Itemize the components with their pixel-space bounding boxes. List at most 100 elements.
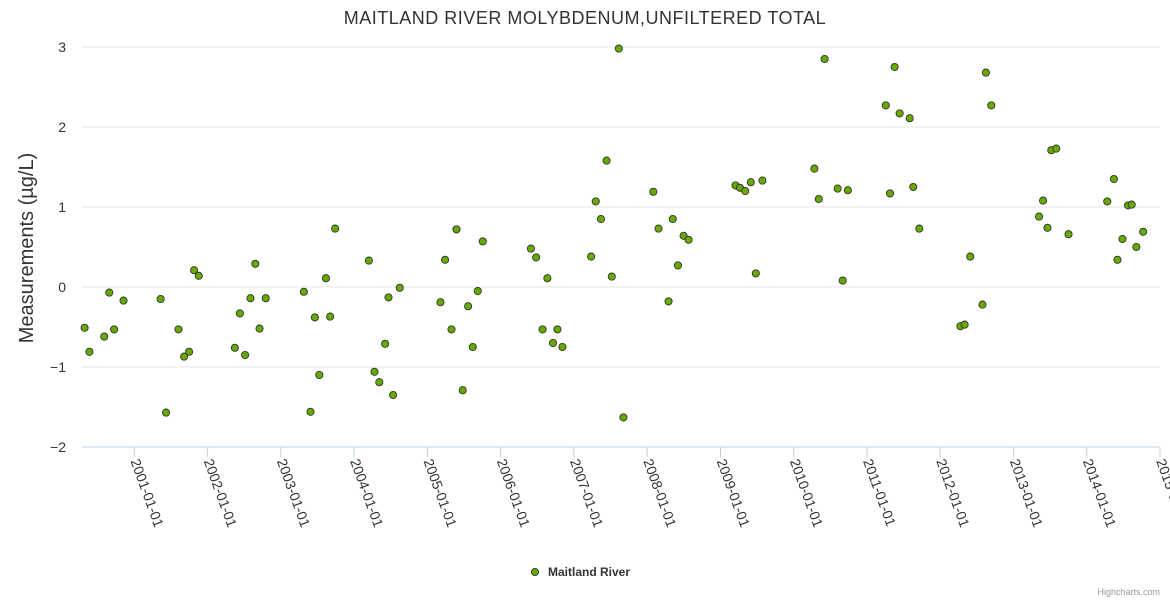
data-point[interactable] — [1109, 174, 1118, 184]
data-point[interactable] — [326, 312, 335, 321]
data-point[interactable] — [966, 252, 975, 261]
data-point[interactable] — [261, 294, 270, 303]
data-point[interactable] — [1113, 255, 1122, 264]
data-point[interactable] — [1064, 230, 1073, 239]
data-point[interactable] — [987, 101, 996, 110]
data-point[interactable] — [441, 255, 450, 264]
data-point[interactable] — [100, 332, 109, 341]
data-point[interactable] — [810, 164, 819, 173]
data-point[interactable] — [436, 298, 445, 307]
data-point[interactable] — [1127, 200, 1136, 209]
data-point[interactable] — [364, 256, 373, 265]
data-point[interactable] — [820, 54, 829, 64]
data-point[interactable] — [619, 413, 628, 422]
data-point[interactable] — [1139, 227, 1148, 236]
data-point[interactable] — [1103, 197, 1112, 206]
data-point[interactable] — [890, 62, 899, 72]
data-point[interactable] — [833, 184, 842, 193]
data-point[interactable] — [960, 320, 969, 329]
data-point[interactable] — [526, 244, 535, 253]
data-point[interactable] — [447, 325, 456, 334]
data-point[interactable] — [915, 224, 924, 233]
data-point[interactable] — [596, 214, 605, 224]
data-point[interactable] — [758, 176, 767, 185]
data-point[interactable] — [1052, 144, 1061, 153]
data-point[interactable] — [558, 342, 567, 352]
data-point[interactable] — [602, 156, 611, 165]
data-point[interactable] — [664, 297, 673, 306]
data-point[interactable] — [321, 274, 330, 283]
data-point[interactable] — [452, 225, 461, 234]
data-point[interactable] — [235, 309, 244, 318]
data-point[interactable] — [553, 325, 562, 334]
data-point[interactable] — [885, 189, 895, 198]
data-point[interactable] — [381, 339, 390, 348]
legend-item-maitland-river[interactable]: Maitland River — [548, 565, 630, 579]
data-point[interactable] — [119, 296, 128, 305]
data-point[interactable] — [85, 347, 94, 356]
data-point[interactable] — [978, 300, 987, 309]
data-point[interactable] — [587, 252, 596, 261]
data-point[interactable] — [105, 288, 114, 297]
data-point[interactable] — [814, 194, 823, 204]
data-point[interactable] — [370, 367, 379, 376]
data-point[interactable] — [478, 237, 487, 246]
data-point[interactable] — [1034, 212, 1044, 221]
data-point[interactable] — [255, 324, 264, 333]
data-point[interactable] — [881, 101, 890, 110]
data-point[interactable] — [384, 293, 393, 302]
data-point[interactable] — [981, 68, 990, 77]
data-point[interactable] — [905, 114, 914, 123]
data-point[interactable] — [180, 352, 189, 361]
data-point[interactable] — [1043, 223, 1052, 232]
data-point[interactable] — [548, 338, 558, 348]
data-point[interactable] — [654, 224, 663, 233]
data-point[interactable] — [684, 235, 693, 244]
data-point[interactable] — [299, 287, 308, 296]
data-point[interactable] — [473, 286, 482, 296]
data-point[interactable] — [668, 214, 677, 224]
data-point[interactable] — [751, 269, 760, 278]
data-point[interactable] — [1118, 234, 1127, 244]
data-point[interactable] — [464, 302, 473, 311]
data-point[interactable] — [649, 187, 658, 196]
data-point[interactable] — [331, 224, 340, 233]
data-point[interactable] — [1039, 196, 1048, 205]
data-point[interactable] — [230, 343, 239, 352]
data-point[interactable] — [741, 186, 750, 196]
data-point[interactable] — [190, 266, 199, 275]
data-point[interactable] — [909, 182, 918, 192]
data-point[interactable] — [110, 325, 119, 334]
data-point[interactable] — [843, 186, 852, 195]
data-point[interactable] — [375, 378, 384, 387]
data-point[interactable] — [194, 271, 203, 280]
data-point[interactable] — [310, 313, 319, 322]
data-point[interactable] — [241, 350, 250, 360]
data-point[interactable] — [1132, 242, 1141, 252]
data-point[interactable] — [389, 390, 398, 400]
data-point[interactable] — [458, 386, 467, 395]
data-point[interactable] — [532, 253, 541, 262]
legend[interactable]: Maitland River — [530, 565, 630, 579]
data-point[interactable] — [174, 325, 183, 334]
data-point[interactable] — [156, 294, 165, 304]
data-point[interactable] — [538, 325, 547, 334]
data-point[interactable] — [746, 178, 755, 187]
data-point[interactable] — [607, 272, 616, 281]
credits-link[interactable]: Highcharts.com — [1097, 587, 1160, 597]
data-point[interactable] — [161, 408, 171, 417]
data-point[interactable] — [395, 283, 404, 292]
data-point[interactable] — [614, 44, 623, 53]
data-point[interactable] — [543, 274, 552, 283]
data-point[interactable] — [673, 261, 683, 270]
data-point[interactable] — [185, 347, 194, 356]
data-point[interactable] — [306, 407, 315, 416]
data-point[interactable] — [80, 323, 89, 332]
data-point[interactable] — [315, 370, 324, 380]
data-point[interactable] — [246, 294, 255, 303]
data-point[interactable] — [895, 109, 904, 118]
data-point[interactable] — [591, 197, 600, 206]
data-point[interactable] — [838, 276, 847, 285]
data-point[interactable] — [251, 259, 260, 268]
data-point[interactable] — [468, 342, 477, 352]
